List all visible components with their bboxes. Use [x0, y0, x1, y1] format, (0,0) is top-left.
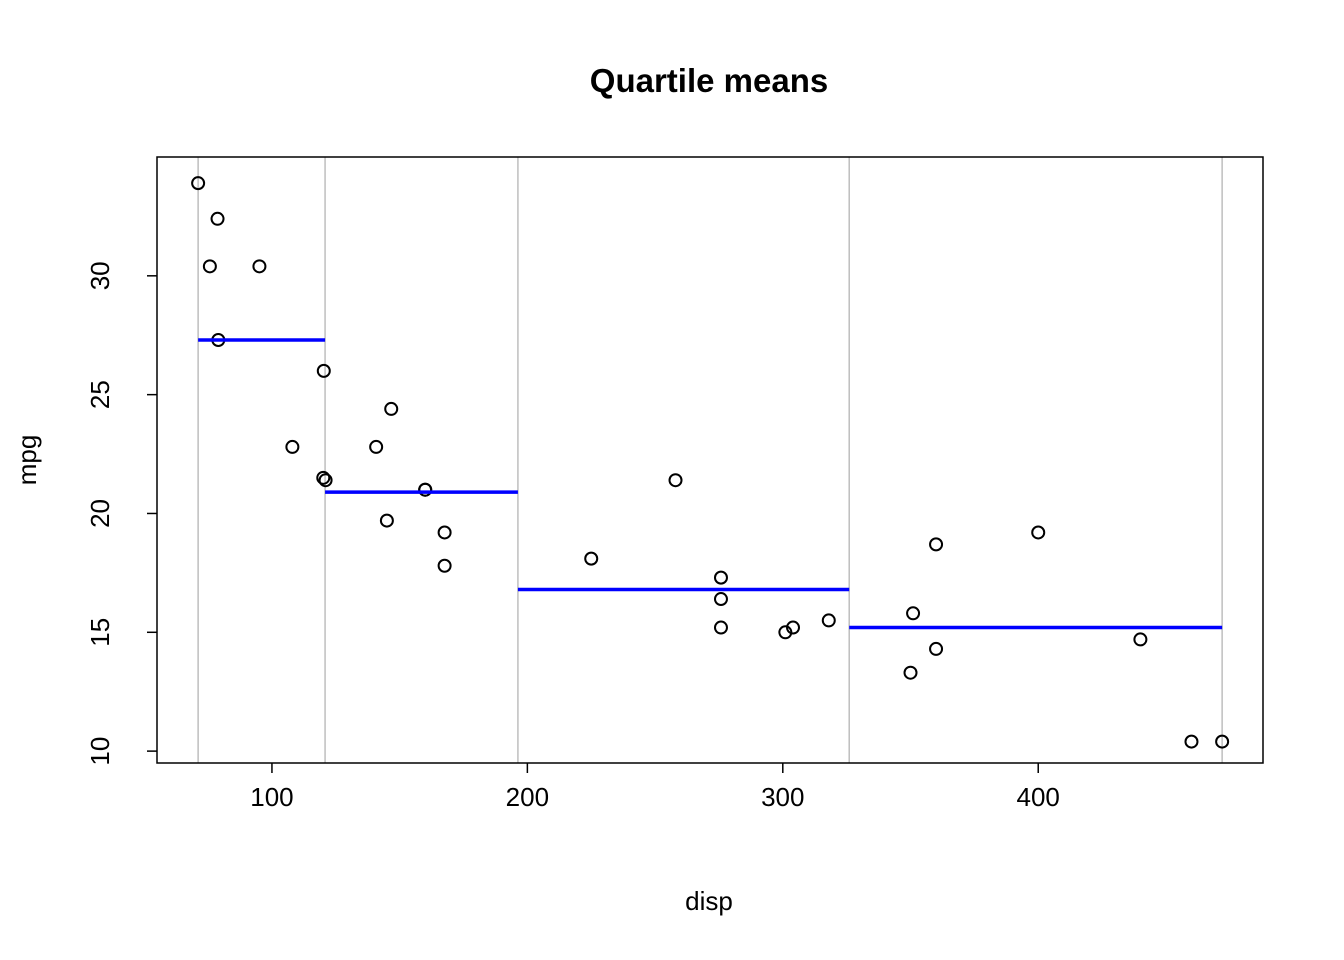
data-point-9: [369, 439, 384, 454]
data-point-24: [903, 665, 918, 680]
data-point-1: [202, 259, 217, 274]
quartile-mean-lines: [198, 338, 1223, 630]
quartile-boundaries: [197, 157, 1223, 763]
data-point-19: [713, 570, 728, 585]
x-tick-label-2: 300: [761, 782, 804, 812]
chart-title: Quartile means: [590, 62, 828, 99]
data-point-14: [437, 525, 452, 540]
data-point-22: [786, 620, 801, 635]
data-point-13: [418, 482, 433, 497]
x-axis: 100 200 300 400: [250, 763, 1060, 812]
data-point-26: [929, 537, 944, 552]
x-axis-label: disp: [685, 886, 733, 916]
data-point-31: [1215, 734, 1230, 749]
data-point-7: [316, 363, 331, 378]
data-point-0: [191, 176, 206, 191]
data-point-27: [929, 641, 944, 656]
y-tick-label-1: 15: [85, 618, 115, 647]
x-tick-label-1: 200: [506, 782, 549, 812]
data-point-30: [1184, 734, 1199, 749]
x-tick-label-3: 400: [1017, 782, 1060, 812]
data-point-18: [713, 592, 728, 607]
y-tick-label-2: 20: [85, 499, 115, 528]
y-tick-label-0: 10: [85, 737, 115, 766]
y-axis-label: mpg: [12, 435, 42, 486]
data-point-2: [210, 211, 225, 226]
data-point-29: [1133, 632, 1148, 647]
data-point-20: [713, 620, 728, 635]
data-point-15: [437, 558, 452, 573]
data-point-11: [384, 401, 399, 416]
data-point-4: [252, 259, 267, 274]
data-point-16: [584, 551, 599, 566]
scatter-points: [191, 176, 1230, 749]
y-tick-label-3: 25: [85, 380, 115, 409]
data-point-8: [318, 473, 333, 488]
data-point-28: [1031, 525, 1046, 540]
data-point-25: [906, 606, 921, 621]
x-tick-label-0: 100: [250, 782, 293, 812]
data-point-17: [668, 473, 683, 488]
y-tick-label-4: 30: [85, 261, 115, 290]
y-axis: 10 15 20 25 30: [85, 261, 157, 766]
data-point-23: [821, 613, 836, 628]
data-point-5: [285, 439, 300, 454]
plot-frame: [156, 156, 1264, 764]
data-point-10: [379, 513, 394, 528]
data-point-6: [316, 470, 331, 485]
